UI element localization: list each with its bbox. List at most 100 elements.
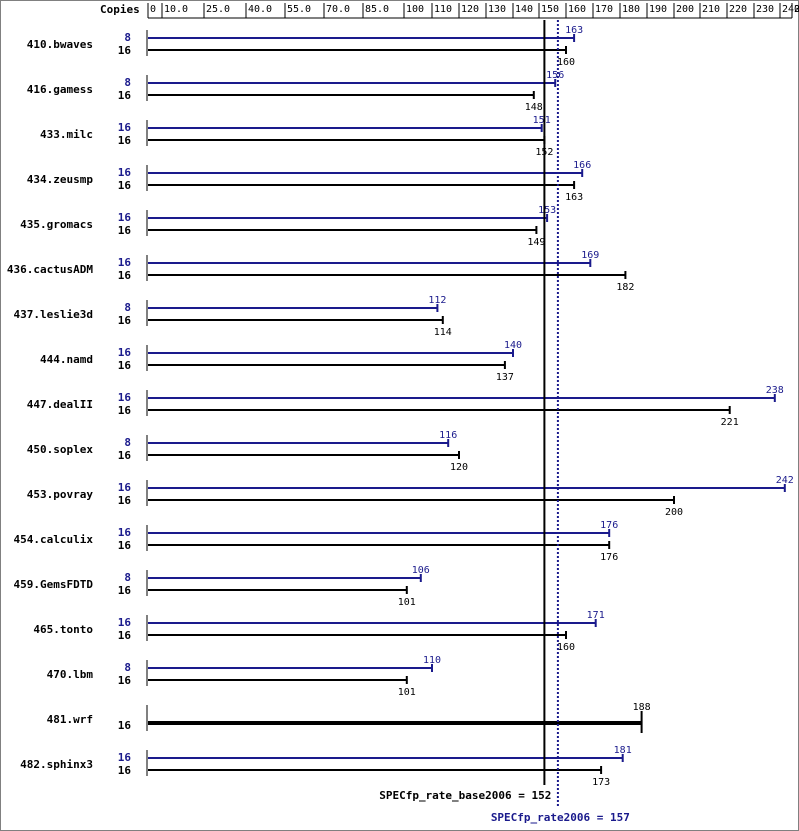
axis-tick-label: 130: [488, 4, 506, 15]
peak-copies-label: 8: [124, 76, 131, 89]
peak-copies-label: 16: [118, 526, 132, 539]
benchmark-label: 470.lbm: [47, 668, 94, 681]
peak-value-label: 110: [423, 655, 441, 666]
peak-copies-label: 8: [124, 571, 131, 584]
peak-value-label: 116: [439, 430, 457, 441]
base-value-label: 176: [600, 552, 618, 563]
axis-tick-label: 120: [461, 4, 479, 15]
base-copies-label: 16: [118, 179, 132, 192]
benchmark-label: 410.bwaves: [27, 38, 93, 51]
peak-copies-label: 16: [118, 256, 132, 269]
axis-tick-label: 210: [702, 4, 720, 15]
axis-tick-label: 110: [434, 4, 452, 15]
axis-tick-label: 240: [782, 4, 799, 15]
base-value-label: 173: [592, 777, 610, 788]
axis-tick-label: 25.0: [206, 4, 230, 15]
axis-tick-label: 100: [406, 4, 424, 15]
peak-value-label: 238: [766, 385, 784, 396]
base-copies-label: 16: [118, 359, 132, 372]
peak-value-label: 151: [533, 115, 551, 126]
base-value-label: 182: [616, 282, 634, 293]
base-copies-label: 16: [118, 584, 132, 597]
base-copies-label: 16: [118, 269, 132, 282]
peak-copies-label: 16: [118, 121, 132, 134]
base-value-label: 101: [398, 597, 416, 608]
base-value-label: 200: [665, 507, 683, 518]
peak-value-label: 156: [546, 70, 564, 81]
axis-tick-label: 170: [595, 4, 613, 15]
peak-copies-label: 16: [118, 751, 132, 764]
base-value-label: 149: [527, 237, 545, 248]
peak-copies-label: 16: [118, 211, 132, 224]
base-value-label: 188: [633, 702, 651, 713]
base-value-label: 120: [450, 462, 468, 473]
base-copies-label: 16: [118, 224, 132, 237]
base-value-label: 160: [557, 642, 575, 653]
benchmark-label: 436.cactusADM: [7, 263, 93, 276]
benchmark-label: 450.soplex: [27, 443, 94, 456]
base-copies-label: 16: [118, 44, 132, 57]
peak-value-label: 106: [412, 565, 430, 576]
base-copies-label: 16: [118, 719, 132, 732]
axis-tick-label: 10.0: [164, 4, 188, 15]
peak-value-label: 112: [428, 295, 446, 306]
benchmark-label: 459.GemsFDTD: [14, 578, 94, 591]
base-copies-label: 16: [118, 404, 132, 417]
peak-copies-label: 8: [124, 301, 131, 314]
benchmark-label: 434.zeusmp: [27, 173, 94, 186]
peak-value-label: 181: [614, 745, 632, 756]
peak-value-label: 176: [600, 520, 618, 531]
base-copies-label: 16: [118, 314, 132, 327]
axis-tick-label: 190: [649, 4, 667, 15]
peak-value-label: 242: [776, 475, 794, 486]
base-copies-label: 16: [118, 539, 132, 552]
benchmark-label: 447.dealII: [27, 398, 93, 411]
base-copies-label: 16: [118, 674, 132, 687]
benchmark-label: 435.gromacs: [20, 218, 93, 231]
base-copies-label: 16: [118, 134, 132, 147]
base-value-label: 160: [557, 57, 575, 68]
axis-tick-label: 220: [729, 4, 747, 15]
axis-tick-label: 200: [676, 4, 694, 15]
axis-tick-label: 0: [150, 4, 156, 15]
peak-value-label: 153: [538, 205, 556, 216]
peak-copies-label: 16: [118, 346, 132, 359]
peak-copies-label: 16: [118, 166, 132, 179]
base-value-label: 163: [565, 192, 583, 203]
base-value-label: 148: [525, 102, 543, 113]
base-copies-label: 16: [118, 629, 132, 642]
peak-value-label: 163: [565, 25, 583, 36]
benchmark-label: 482.sphinx3: [20, 758, 93, 771]
axis-tick-label: 160: [568, 4, 586, 15]
base-copies-label: 16: [118, 449, 132, 462]
axis-title: Copies: [100, 3, 140, 16]
benchmark-label: 465.tonto: [33, 623, 93, 636]
base-reference-label: SPECfp_rate_base2006 = 152: [379, 789, 551, 802]
peak-copies-label: 16: [118, 391, 132, 404]
peak-value-label: 171: [587, 610, 605, 621]
axis-tick-label: 140: [515, 4, 533, 15]
peak-value-label: 166: [573, 160, 591, 171]
axis-tick-label: 180: [622, 4, 640, 15]
peak-copies-label: 8: [124, 661, 131, 674]
base-value-label: 101: [398, 687, 416, 698]
peak-value-label: 169: [581, 250, 599, 261]
benchmark-label: 437.leslie3d: [14, 308, 93, 321]
peak-copies-label: 16: [118, 616, 132, 629]
axis-tick-label: 70.0: [326, 4, 350, 15]
axis-tick-label: 85.0: [365, 4, 389, 15]
benchmark-label: 453.povray: [27, 488, 94, 501]
axis-tick-label: 55.0: [287, 4, 311, 15]
benchmark-label: 416.gamess: [27, 83, 93, 96]
peak-reference-label: SPECfp_rate2006 = 157: [491, 811, 630, 824]
benchmark-label: 481.wrf: [47, 713, 93, 726]
base-copies-label: 16: [118, 89, 132, 102]
axis-tick-label: 150: [541, 4, 559, 15]
base-copies-label: 16: [118, 494, 132, 507]
base-value-label: 221: [721, 417, 739, 428]
axis-tick-label: 230: [756, 4, 774, 15]
base-value-label: 114: [434, 327, 452, 338]
benchmark-label: 444.namd: [40, 353, 93, 366]
